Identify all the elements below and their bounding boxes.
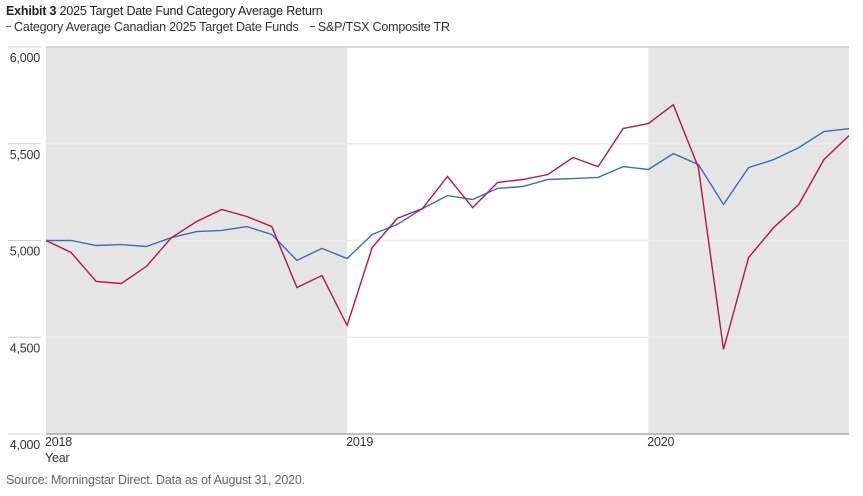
legend-label: Category Average Canadian 2025 Target Da… <box>14 20 299 34</box>
y-tick-label: 4,000 <box>10 438 41 452</box>
chart-title: Exhibit 3 2025 Target Date Fund Category… <box>6 4 323 18</box>
legend-item-tsx: S&P/TSX Composite TR <box>309 20 450 34</box>
y-tick-label: 4,500 <box>10 341 41 355</box>
title-text: 2025 Target Date Fund Category Average R… <box>59 4 323 18</box>
series-line-tsx <box>45 103 850 350</box>
source-note: Source: Morningstar Direct. Data as of A… <box>6 473 305 487</box>
legend-swatch-red <box>309 25 315 28</box>
x-tick-label: 2018 <box>45 435 72 449</box>
x-tick-label: 2020 <box>647 435 674 449</box>
legend: Category Average Canadian 2025 Target Da… <box>6 20 458 34</box>
exhibit-label: Exhibit 3 <box>6 4 57 18</box>
legend-item-category-average: Category Average Canadian 2025 Target Da… <box>6 20 299 34</box>
x-axis-label: Year <box>45 451 69 465</box>
legend-swatch-blue <box>6 25 11 28</box>
x-tick-label: 2019 <box>346 435 373 449</box>
legend-label: S&P/TSX Composite TR <box>317 20 450 34</box>
y-tick-label: 5,000 <box>10 245 41 259</box>
y-tick-label: 6,000 <box>10 51 41 65</box>
y-tick-label: 5,500 <box>10 148 41 162</box>
